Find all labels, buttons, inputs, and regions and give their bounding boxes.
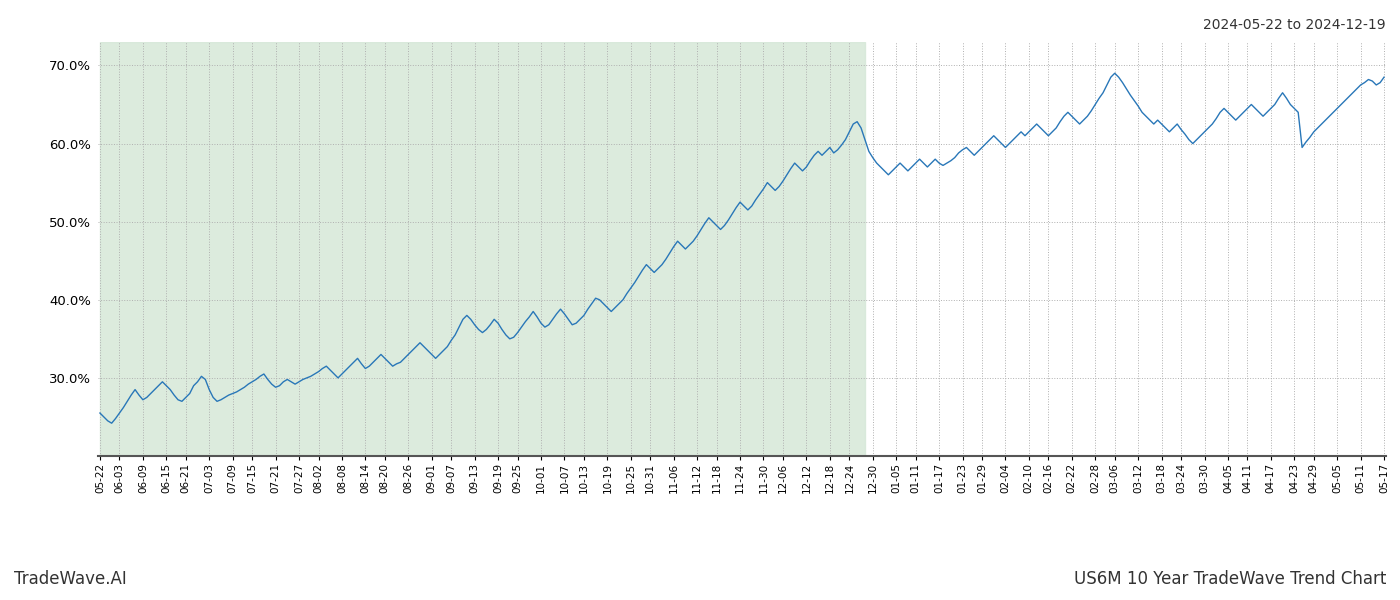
Text: US6M 10 Year TradeWave Trend Chart: US6M 10 Year TradeWave Trend Chart [1074, 570, 1386, 588]
Text: 2024-05-22 to 2024-12-19: 2024-05-22 to 2024-12-19 [1204, 18, 1386, 32]
Bar [99, 42, 865, 456]
Text: TradeWave.AI: TradeWave.AI [14, 570, 127, 588]
